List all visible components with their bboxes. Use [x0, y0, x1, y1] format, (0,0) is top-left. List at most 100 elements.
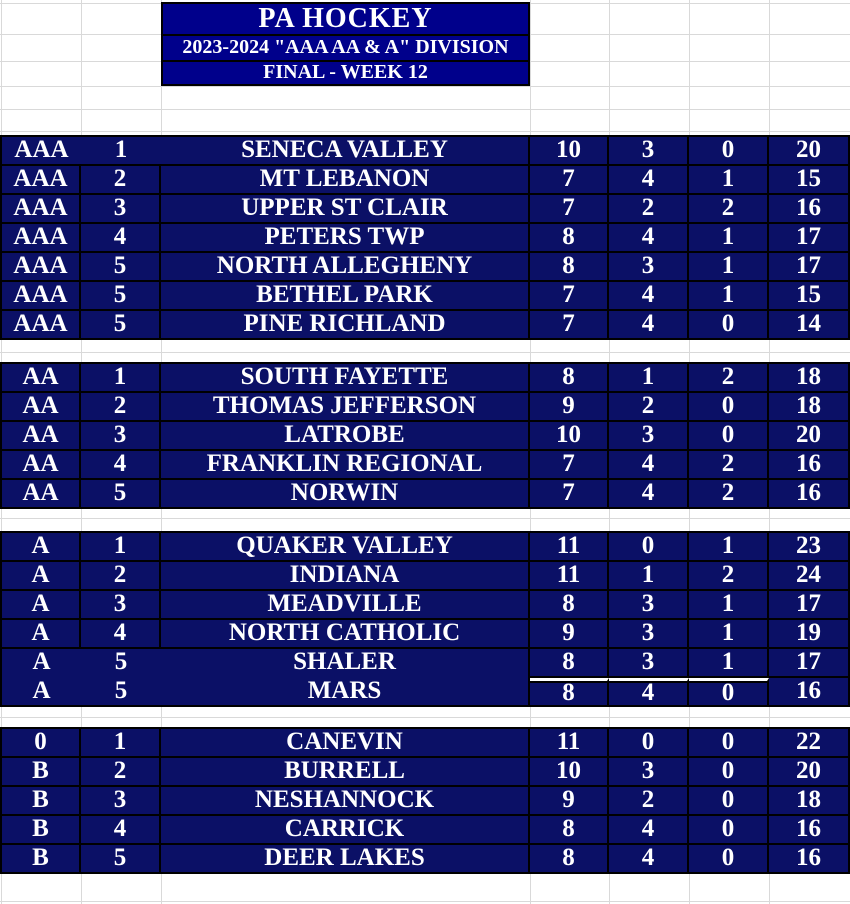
cell-rank[interactable]: 3 [81, 422, 161, 451]
cell-value[interactable]: 3 [609, 649, 689, 678]
cell-value[interactable]: 1 [689, 282, 769, 311]
cell-rank[interactable]: 4 [81, 816, 161, 845]
cell-value[interactable]: 1 [609, 364, 689, 393]
cell-rank[interactable]: 4 [81, 224, 161, 253]
cell-team[interactable]: SOUTH FAYETTE [161, 364, 530, 393]
cell-division[interactable]: A [2, 591, 81, 620]
cell-value[interactable]: 2 [609, 195, 689, 224]
cell-value[interactable]: 15 [769, 166, 848, 195]
cell-value[interactable]: 8 [530, 253, 609, 282]
cell-value[interactable]: 20 [769, 137, 848, 166]
cell-value[interactable]: 1 [689, 224, 769, 253]
cell-value[interactable]: 1 [689, 620, 769, 649]
cell-rank[interactable]: 5 [81, 253, 161, 282]
cell-value[interactable]: 2 [689, 364, 769, 393]
cell-value[interactable]: 9 [530, 393, 609, 422]
cell-value[interactable]: 0 [609, 533, 689, 562]
cell-rank[interactable]: 3 [81, 787, 161, 816]
cell-value[interactable]: 7 [530, 311, 609, 338]
cell-division[interactable]: AA [2, 393, 81, 422]
cell-value[interactable]: 17 [769, 649, 848, 678]
cell-value[interactable]: 1 [689, 533, 769, 562]
cell-team[interactable]: NORTH ALLEGHENY [161, 253, 530, 282]
cell-division[interactable]: AAA [2, 195, 81, 224]
cell-value[interactable]: 3 [609, 422, 689, 451]
cell-rank[interactable]: 4 [81, 451, 161, 480]
cell-team[interactable]: PINE RICHLAND [161, 311, 530, 338]
cell-team[interactable]: UPPER ST CLAIR [161, 195, 530, 224]
cell-value[interactable]: 2 [609, 787, 689, 816]
cell-rank[interactable]: 2 [81, 562, 161, 591]
cell-team[interactable]: BETHEL PARK [161, 282, 530, 311]
cell-rank[interactable]: 5 [81, 480, 161, 507]
cell-division[interactable]: B [2, 787, 81, 816]
cell-value[interactable]: 1 [689, 591, 769, 620]
cell-value[interactable]: 11 [530, 562, 609, 591]
cell-team[interactable]: CARRICK [161, 816, 530, 845]
cell-value[interactable]: 4 [609, 224, 689, 253]
cell-value[interactable]: 0 [689, 678, 769, 705]
cell-value[interactable]: 16 [796, 480, 821, 506]
cell-value[interactable]: 0 [689, 422, 769, 451]
cell-team[interactable]: FRANKLIN REGIONAL [161, 451, 530, 480]
cell-value[interactable]: 4 [609, 311, 689, 338]
cell-value[interactable]: 2 [689, 480, 769, 507]
cell-value[interactable]: 4 [609, 480, 689, 507]
cell-team[interactable]: INDIANA [161, 562, 530, 591]
cell-value[interactable]: 18 [769, 393, 848, 422]
cell-rank[interactable]: 4 [81, 620, 161, 649]
cell-value[interactable]: 1 [689, 166, 769, 195]
cell-rank[interactable]: 2 [81, 166, 161, 195]
cell-rank[interactable]: 3 [81, 195, 161, 224]
cell-team[interactable]: MEADVILLE [161, 591, 530, 620]
cell-value[interactable]: 20 [769, 758, 848, 787]
cell-value[interactable]: 19 [769, 620, 848, 649]
cell-value[interactable]: 2 [609, 393, 689, 422]
cell-division[interactable]: AAA [2, 282, 81, 311]
cell-value[interactable]: 17 [769, 224, 848, 253]
cell-value[interactable]: 0 [689, 311, 769, 338]
cell-division[interactable]: 0 [2, 729, 81, 758]
cell-value[interactable]: 9 [530, 620, 609, 649]
cell-division[interactable]: A [2, 562, 81, 591]
cell-team[interactable]: SHALER [161, 649, 530, 678]
cell-value[interactable]: 1 [609, 562, 689, 591]
cell-division[interactable]: A [2, 533, 81, 562]
cell-value[interactable]: 15 [769, 282, 848, 311]
cell-value[interactable]: 0 [689, 137, 769, 166]
cell-value[interactable]: 0 [689, 816, 769, 845]
cell-rank[interactable]: 5 [114, 649, 128, 675]
cell-value[interactable]: 16 [769, 816, 848, 845]
cell-team[interactable]: BURRELL [161, 758, 530, 787]
cell-value[interactable]: 8 [530, 845, 609, 872]
cell-value[interactable]: 14 [796, 311, 821, 337]
cell-value[interactable]: 7 [530, 451, 609, 480]
cell-value[interactable]: 20 [769, 422, 848, 451]
cell-team[interactable]: THOMAS JEFFERSON [161, 393, 530, 422]
cell-rank[interactable]: 1 [81, 729, 161, 758]
cell-value[interactable]: 4 [609, 845, 689, 872]
cell-value[interactable]: 0 [609, 729, 689, 758]
cell-value[interactable]: 16 [769, 451, 848, 480]
cell-team[interactable]: CANEVIN [161, 729, 530, 758]
cell-rank[interactable]: 5 [81, 282, 161, 311]
cell-value[interactable]: 4 [609, 282, 689, 311]
cell-division[interactable]: AAA [2, 311, 81, 338]
cell-value[interactable]: 8 [530, 224, 609, 253]
cell-team[interactable]: PETERS TWP [161, 224, 530, 253]
cell-value[interactable]: 8 [530, 591, 609, 620]
cell-division[interactable]: AAA [2, 166, 81, 195]
cell-division[interactable]: A [32, 649, 51, 675]
cell-value[interactable]: 8 [530, 678, 609, 705]
cell-division[interactable]: A [32, 678, 51, 704]
cell-rank[interactable]: 1 [81, 137, 161, 166]
cell-value[interactable]: 0 [689, 845, 769, 872]
cell-team[interactable]: NORTH CATHOLIC [161, 620, 530, 649]
cell-rank[interactable]: 1 [81, 533, 161, 562]
cell-value[interactable]: 4 [609, 166, 689, 195]
cell-value[interactable]: 8 [530, 649, 609, 678]
cell-rank[interactable]: 5 [81, 845, 161, 872]
cell-division[interactable]: AA [2, 422, 81, 451]
cell-value[interactable]: 10 [530, 422, 609, 451]
cell-division[interactable]: AA [2, 451, 81, 480]
